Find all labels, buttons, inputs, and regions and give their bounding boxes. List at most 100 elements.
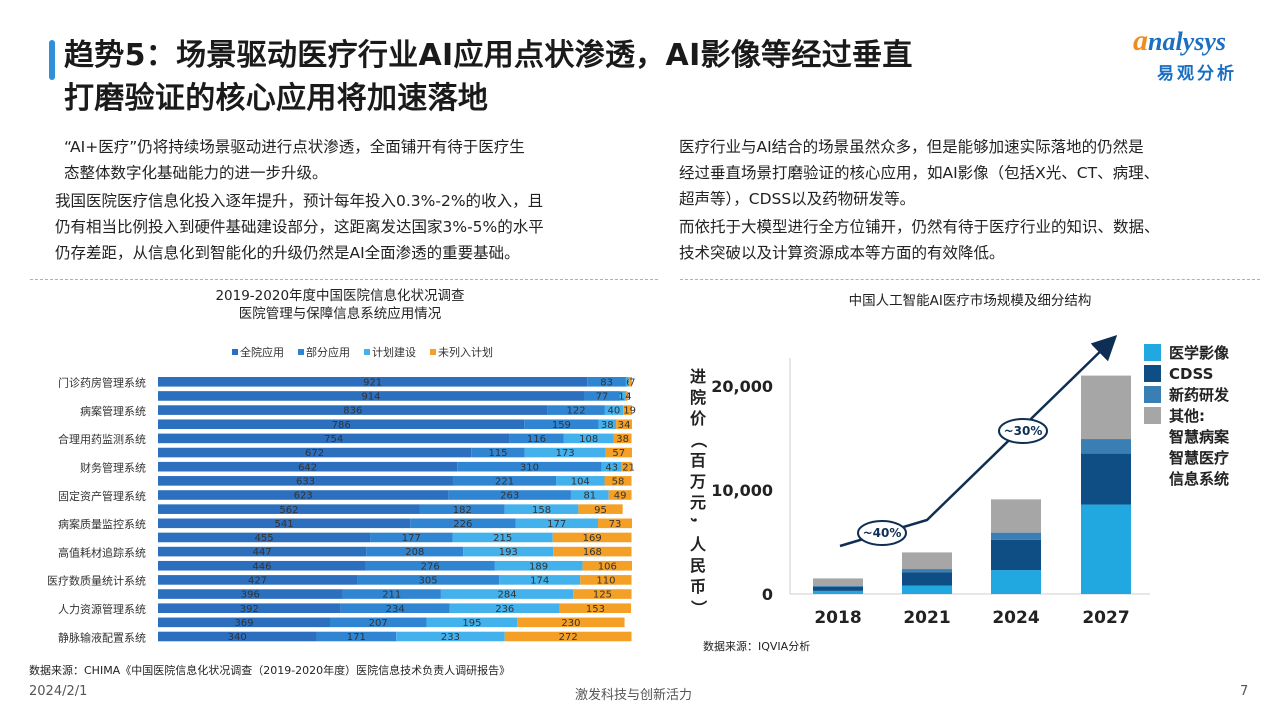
legend-swatch-3 [430,349,436,355]
bar-value-label: 272 [559,632,578,643]
x-tick-label: 2027 [1082,608,1129,628]
legend-label-1: 部分应用 [306,345,350,359]
bar-segment [524,447,606,458]
bar-segment [158,476,454,486]
market-bar-segment [1081,439,1131,454]
bar-value-label: 276 [421,561,440,572]
bar-value-label: 40 [607,406,620,417]
bar-segment [342,589,441,599]
bar-value-label: 234 [386,604,405,615]
right-chart-source: 数据来源：IQVIA分析 [703,640,811,653]
bar-value-label: 230 [561,618,580,629]
bar-value-label: 21 [622,462,635,473]
y-axis-label-char: 人 [690,535,707,554]
right-divider [680,279,1260,280]
bar-value-label: 541 [275,519,294,530]
bar-value-label: 104 [571,476,590,487]
bar-segment [524,419,599,430]
bar-value-label: 392 [240,604,259,615]
bar-segment [625,391,628,401]
left-chart-source: 数据来源：CHIMA《中国医院信息化状况调查（2019-2020年度）医院信息技… [29,664,511,677]
bar-segment [578,504,623,514]
text-line: “AI+医疗”仍将持续场景驱动进行点状渗透，全面铺开有待于医疗生 [64,138,525,156]
y-axis-label-char: 价 [690,409,707,428]
growth-trend-arrow [839,335,1118,548]
footer-slogan: 激发科技与创新活力 [575,688,693,703]
bar-value-label: 836 [343,406,362,417]
x-tick-label: 2018 [814,608,861,628]
bar-value-label: 369 [234,618,253,629]
legend-swatch-3 [1144,407,1161,424]
y-axis-label-char: 万 [689,472,706,491]
category-label: 高值耗材追踪系统 [58,545,146,559]
bar-value-label: 340 [228,632,247,643]
right-paragraph-1: 医疗行业与AI结合的场景虽然众多，但是能够加速实际落地的仍然是 经过垂直场景打磨… [679,134,1259,212]
market-bar-segment [991,539,1041,571]
bar-segment [158,575,358,585]
text-line: 医疗行业与AI结合的场景虽然众多，但是能够加速实际落地的仍然是 [679,138,1144,156]
bar-segment [621,461,632,472]
legend-label-3: 其他: [1169,407,1205,425]
bar-value-label: 49 [614,491,627,502]
bar-value-label: 914 [361,392,380,403]
bar-value-label: 195 [462,618,481,629]
bar-value-label: 115 [488,448,507,459]
title-accent-bar [49,40,55,80]
bar-segment [608,490,632,500]
bar-value-label: 427 [248,576,267,587]
bar-value-label: 38 [601,420,614,431]
bar-segment [457,461,602,472]
bar-value-label: 207 [369,618,388,629]
text-line: 仍有相当比例投入到硬件基础建设部分，这距离发达国家3%-5%的水平 [55,218,544,236]
bar-value-label: 58 [612,476,625,487]
bar-value-label: 125 [593,590,612,601]
bar-value-label: 57 [612,448,625,459]
bar-segment [158,490,449,500]
left-divider [30,279,658,280]
market-bar-segment [813,586,863,591]
category-label: 病案管理系统 [80,404,146,418]
bar-segment [452,532,553,543]
growth-rate-badge [998,418,1048,444]
bar-segment [158,461,458,472]
legend-swatch-2 [364,349,370,355]
y-tick-label: 20,000 [711,377,773,396]
bar-segment [563,433,614,444]
category-label: 合理用药监测系统 [58,432,146,446]
bar-value-label: 310 [520,462,539,473]
left-chart-title-line1: 2019-2020年度中国医院信息化状况调查 [215,288,465,304]
bar-value-label: 642 [298,462,317,473]
bar-value-label: 169 [583,533,602,544]
bar-segment [580,575,632,585]
bar-segment [504,631,632,642]
bar-segment [570,490,609,500]
bar-segment [448,490,571,500]
legend-swatch-1 [298,349,304,355]
category-label: 静脉输液配置系统 [58,630,146,644]
bar-segment [366,546,464,557]
bar-value-label: 672 [305,448,324,459]
text-line: 态整体数字化基础能力的进一步升级。 [64,164,328,182]
left-chart-subtitle: 医院管理与保障信息系统应用情况 [238,306,442,322]
bar-segment [158,377,588,387]
bar-segment [587,377,626,387]
bar-segment [547,405,605,415]
bar-segment [357,575,500,585]
bar-value-label: 174 [530,576,549,587]
bar-value-label: 455 [254,533,273,544]
text-line: 仍存差距，从信息化到智能化的升级仍然是AI全面渗透的重要基础。 [55,244,520,262]
bar-segment [440,589,574,599]
bar-value-label: 447 [253,547,272,558]
bar-value-label: 211 [382,590,401,601]
bar-segment [628,377,632,387]
bar-segment [604,405,624,415]
bar-segment [158,617,330,628]
legend-swatch-0 [1144,344,1161,361]
bar-value-label: 95 [594,505,607,516]
y-axis-label-char: 币 [690,577,706,596]
x-tick-label: 2021 [903,608,950,628]
bar-value-label: 38 [616,434,629,445]
logo-wordmark: nalysys [1148,27,1226,56]
bar-value-label: 73 [609,519,622,530]
bar-segment [158,447,472,458]
